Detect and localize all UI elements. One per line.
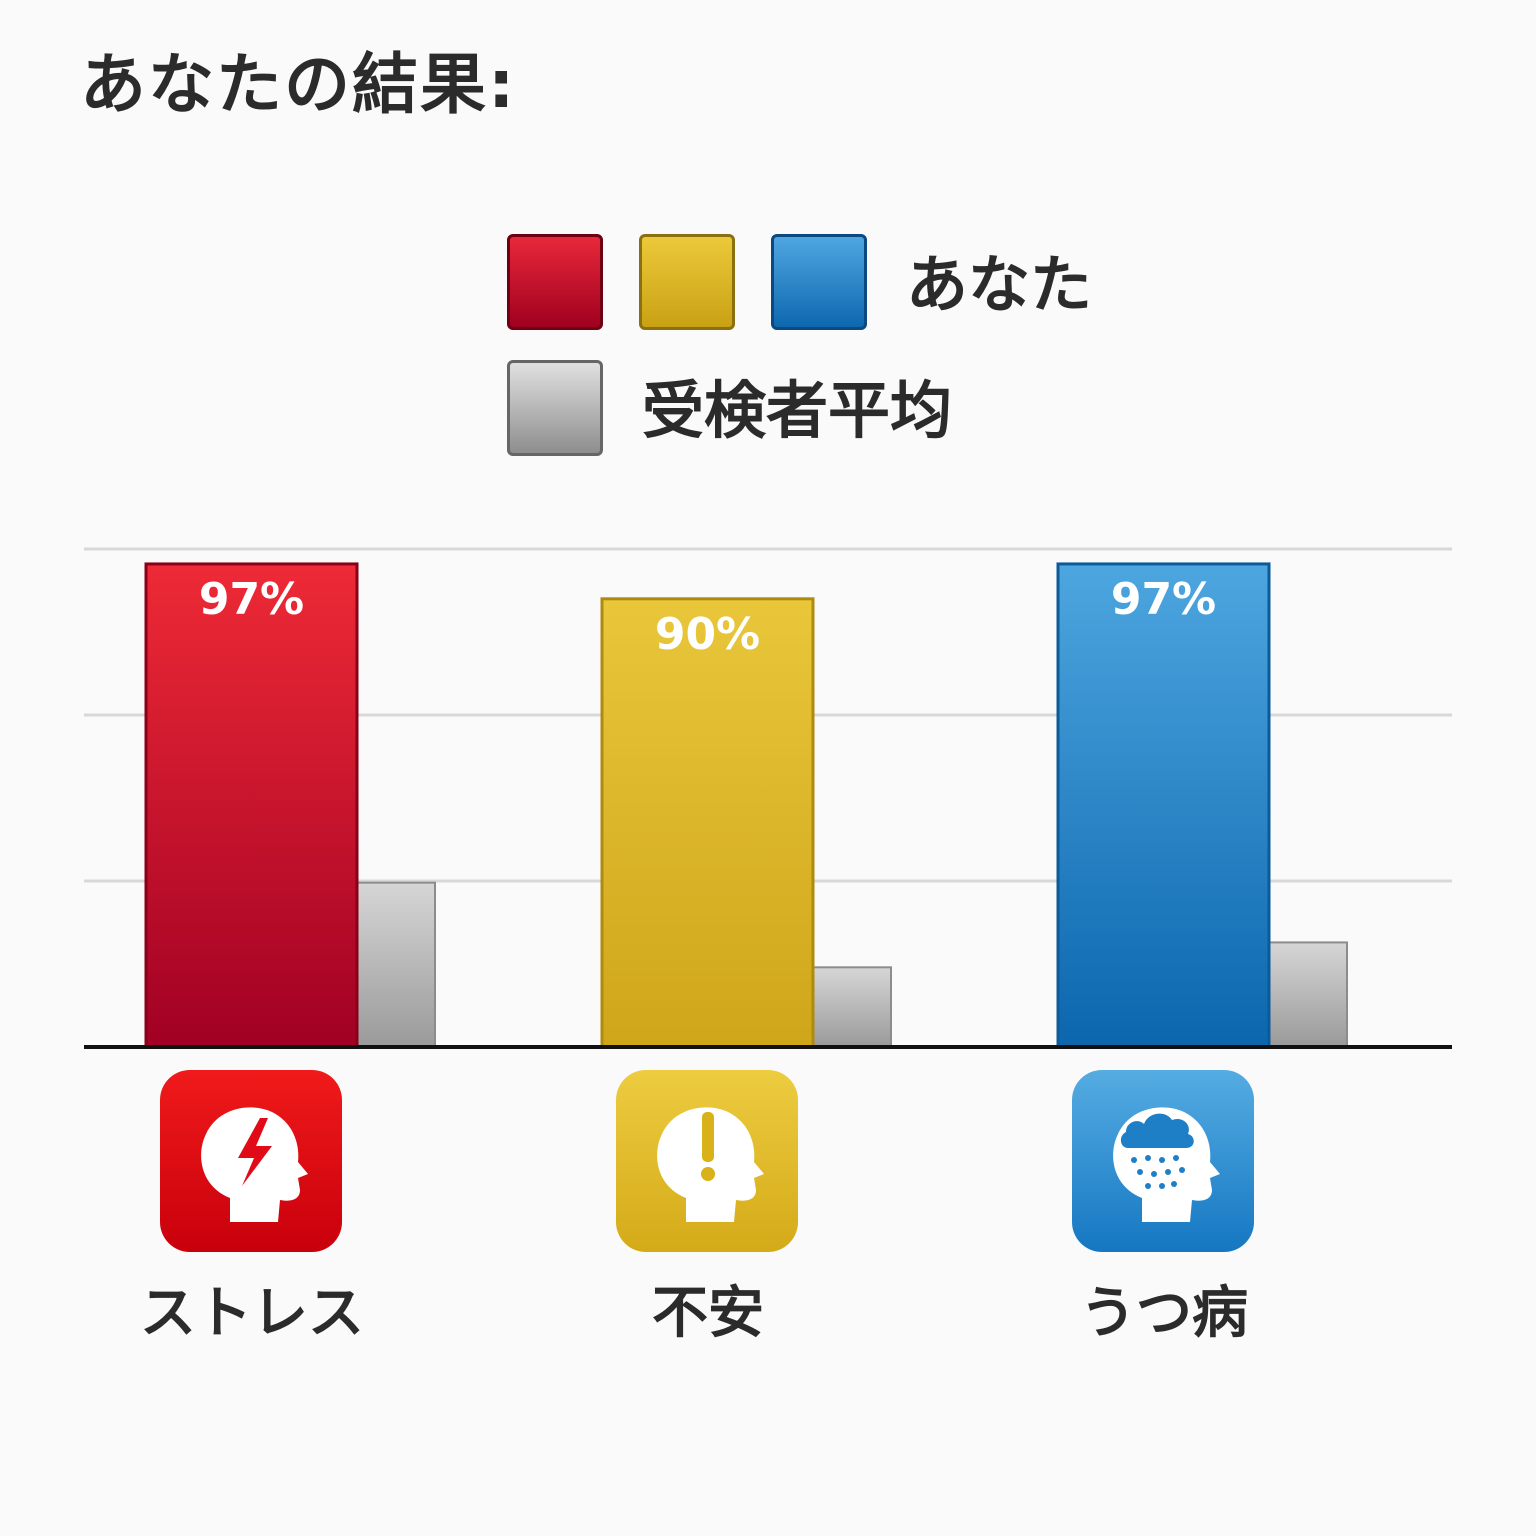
chart-legend: あなた 受検者平均 [0, 0, 1536, 480]
category-label-stress: ストレス [140, 1281, 364, 1346]
bar-average-depression [1268, 941, 1348, 1048]
bars: 97% 90% 97% [144, 562, 1348, 1049]
bar-chart: 97% 90% 97% [84, 547, 1452, 1049]
bar-you-stress [144, 562, 359, 1049]
value-label-stress: 97% [199, 574, 304, 625]
stress-head-lightning-icon [160, 1070, 342, 1252]
page-title: あなたの結果: [80, 46, 517, 123]
value-label-anxiety: 90% [655, 609, 760, 660]
value-label-depression: 97% [1111, 574, 1216, 625]
bar-average-stress [356, 881, 436, 1048]
legend-swatch-depression [771, 234, 867, 330]
bar-you-depression [1056, 562, 1271, 1049]
bar-you-anxiety [600, 597, 815, 1049]
legend-swatch-stress [507, 234, 603, 330]
legend-swatch-anxiety [639, 234, 735, 330]
category-label-depression: うつ病 [1080, 1281, 1248, 1346]
category-label-anxiety: 不安 [652, 1281, 764, 1346]
bar-average-anxiety [812, 966, 892, 1049]
legend-label-average: 受検者平均 [642, 374, 953, 447]
legend-label-you: あなた [906, 248, 1093, 321]
legend-swatch-average [507, 360, 603, 456]
depression-head-raincloud-icon [1072, 1070, 1254, 1252]
anxiety-head-exclamation-icon [616, 1070, 798, 1252]
